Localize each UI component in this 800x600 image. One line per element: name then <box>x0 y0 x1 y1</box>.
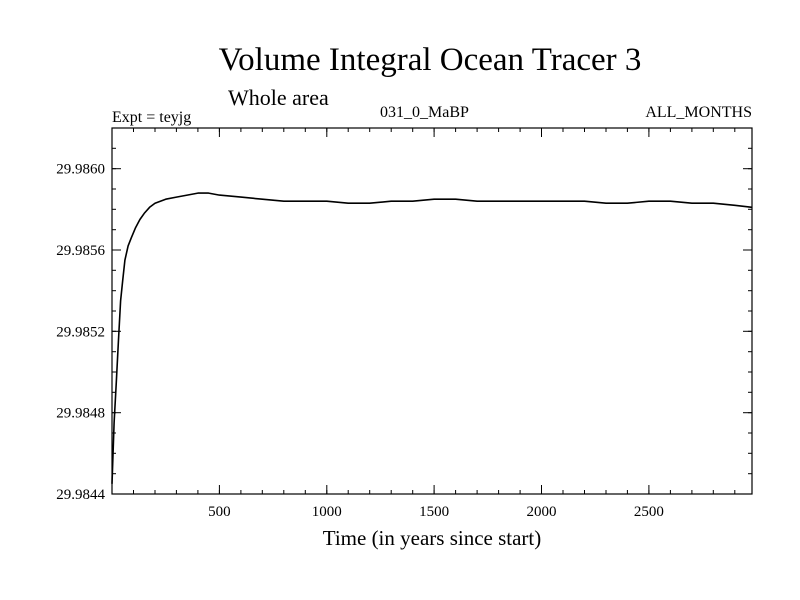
plot-frame <box>111 127 753 495</box>
x-tick-label: 2500 <box>634 504 664 520</box>
y-tick-label: 29.9856 <box>56 243 105 259</box>
x-tick-label: 1000 <box>312 504 342 520</box>
x-axis-label: Time (in years since start) <box>322 526 542 550</box>
x-tick-label: 1500 <box>419 504 449 520</box>
chart-subtitle: Whole area <box>228 85 329 110</box>
experiment-label: Expt = teyjg <box>112 109 192 126</box>
chart-title: Volume Integral Ocean Tracer 3 <box>218 42 642 78</box>
y-tick-label: 29.9860 <box>56 162 105 178</box>
series-line <box>111 192 753 484</box>
months-label: ALL_MONTHS <box>645 104 752 121</box>
x-tick-label: 2000 <box>527 504 557 520</box>
x-tick-label: 500 <box>208 504 231 520</box>
y-tick-label: 29.9848 <box>56 406 105 422</box>
y-tick-label: 29.9844 <box>56 487 105 503</box>
run-label: 031_0_MaBP <box>380 104 469 121</box>
y-tick-label: 29.9852 <box>56 324 105 340</box>
